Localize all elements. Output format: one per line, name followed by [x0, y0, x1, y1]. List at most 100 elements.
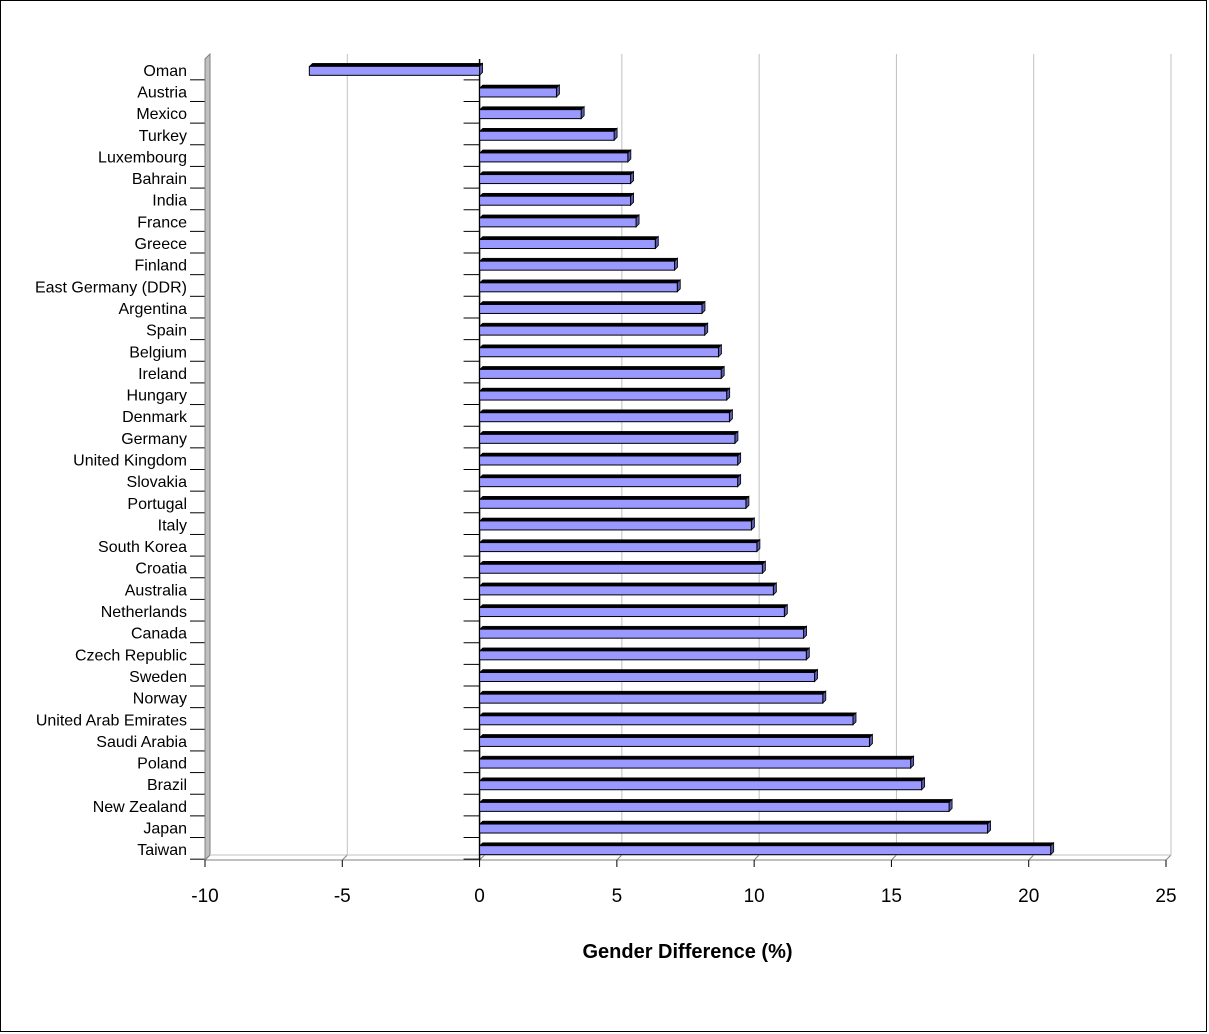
x-tick-label: 20 [1018, 886, 1039, 907]
bar-ireland [478, 365, 725, 380]
bar-hungary [478, 387, 731, 402]
bar-front-face [479, 715, 854, 726]
bar-canada [478, 625, 808, 640]
category-label-canada: Canada [131, 626, 187, 643]
category-label-austria: Austria [137, 84, 187, 101]
bar-sweden [478, 668, 819, 683]
category-label-australia: Australia [125, 582, 187, 599]
bar-oman [308, 62, 484, 77]
category-label-poland: Poland [137, 756, 187, 773]
bar-front-face [479, 87, 557, 98]
bar-east-germany-ddr [478, 278, 681, 293]
category-label-india: India [152, 193, 187, 210]
bar-front-face [479, 823, 989, 834]
floor-diagonal [891, 854, 897, 861]
category-label-mexico: Mexico [136, 106, 187, 123]
bar-czech-republic [478, 646, 810, 661]
bar-argentina [478, 300, 706, 315]
bar-united-arab-emirates [478, 711, 857, 726]
bar-netherlands [478, 603, 788, 618]
category-label-belgium: Belgium [129, 344, 187, 361]
bar-front-face [479, 433, 736, 444]
floor-diagonal [753, 854, 760, 861]
bar-mexico [478, 105, 585, 120]
bar-front-face [479, 239, 656, 250]
category-label-croatia: Croatia [135, 561, 187, 578]
bar-italy [478, 516, 756, 531]
bar-front-face [479, 650, 807, 661]
bar-finland [478, 257, 679, 272]
category-label-united-arab-emirates: United Arab Emirates [36, 712, 187, 729]
x-tick-label: 15 [881, 886, 902, 907]
category-label-oman: Oman [143, 63, 187, 80]
bar-greece [478, 235, 659, 250]
category-label-hungary: Hungary [127, 388, 187, 405]
bar-slovakia [478, 473, 742, 488]
bar-front-face [479, 347, 719, 358]
bar-front-face [479, 260, 676, 271]
category-label-spain: Spain [146, 323, 187, 340]
y-axis-ticks [190, 59, 480, 860]
bar-front-face [479, 130, 615, 141]
category-label-saudi-arabia: Saudi Arabia [96, 734, 187, 751]
bar-front-face [479, 152, 629, 163]
floor-diagonal [1165, 854, 1172, 861]
bar-luxembourg [478, 148, 632, 163]
category-label-slovakia: Slovakia [127, 474, 188, 491]
bar-front-face [479, 217, 637, 228]
category-label-east-germany-ddr: East Germany (DDR) [35, 279, 187, 296]
category-label-japan: Japan [143, 821, 187, 838]
bar-front-face [479, 412, 730, 423]
floor-diagonal [341, 854, 348, 861]
bar-front-face [479, 390, 728, 401]
bar-portugal [478, 495, 750, 510]
category-label-netherlands: Netherlands [101, 604, 187, 621]
x-tick-label: -5 [334, 886, 351, 907]
category-label-united-kingdom: United Kingdom [73, 453, 187, 470]
bar-india [478, 192, 635, 207]
category-label-germany: Germany [121, 431, 187, 448]
category-label-turkey: Turkey [139, 128, 187, 145]
bar-front-face [479, 174, 632, 185]
bar-front-face [479, 542, 758, 553]
bar-front-face [479, 628, 805, 639]
bar-front-face [479, 693, 824, 704]
bar-front-face [479, 607, 785, 618]
bar-bahrain [478, 170, 635, 185]
bar-norway [478, 690, 827, 705]
category-label-denmark: Denmark [122, 409, 188, 426]
x-tick-label: 25 [1155, 886, 1176, 907]
category-label-brazil: Brazil [147, 777, 187, 794]
x-tick-label: 10 [744, 886, 765, 907]
x-axis-title: Gender Difference (%) [582, 941, 792, 963]
category-label-france: France [137, 214, 187, 231]
x-tick-label: 5 [612, 886, 623, 907]
category-label-finland: Finland [135, 258, 187, 275]
bar-front-face [479, 303, 703, 314]
category-label-new-zealand: New Zealand [93, 799, 187, 816]
bar-south-korea [478, 538, 761, 553]
bar-front-face [479, 758, 912, 769]
bar-saudi-arabia [478, 733, 874, 748]
category-label-norway: Norway [133, 691, 187, 708]
bar-front-face [479, 282, 678, 293]
bar-front-face [479, 520, 752, 531]
category-label-greece: Greece [135, 236, 188, 253]
x-tick-label: -10 [191, 886, 218, 907]
category-label-bahrain: Bahrain [132, 171, 187, 188]
bar-front-face [308, 65, 481, 76]
bar-front-face [479, 671, 816, 682]
bar-front-face [479, 455, 739, 466]
bar-front-face [479, 109, 582, 120]
bar-denmark [478, 408, 734, 423]
category-label-argentina: Argentina [119, 301, 188, 318]
bar-front-face [479, 477, 739, 488]
category-label-south-korea: South Korea [98, 539, 187, 556]
bar-poland [478, 755, 915, 770]
floor-diagonal [1028, 854, 1035, 861]
floor-diagonal [479, 854, 485, 861]
bar-front-face [479, 736, 870, 747]
bar-spain [478, 322, 709, 337]
bar-front-face [479, 845, 1052, 856]
